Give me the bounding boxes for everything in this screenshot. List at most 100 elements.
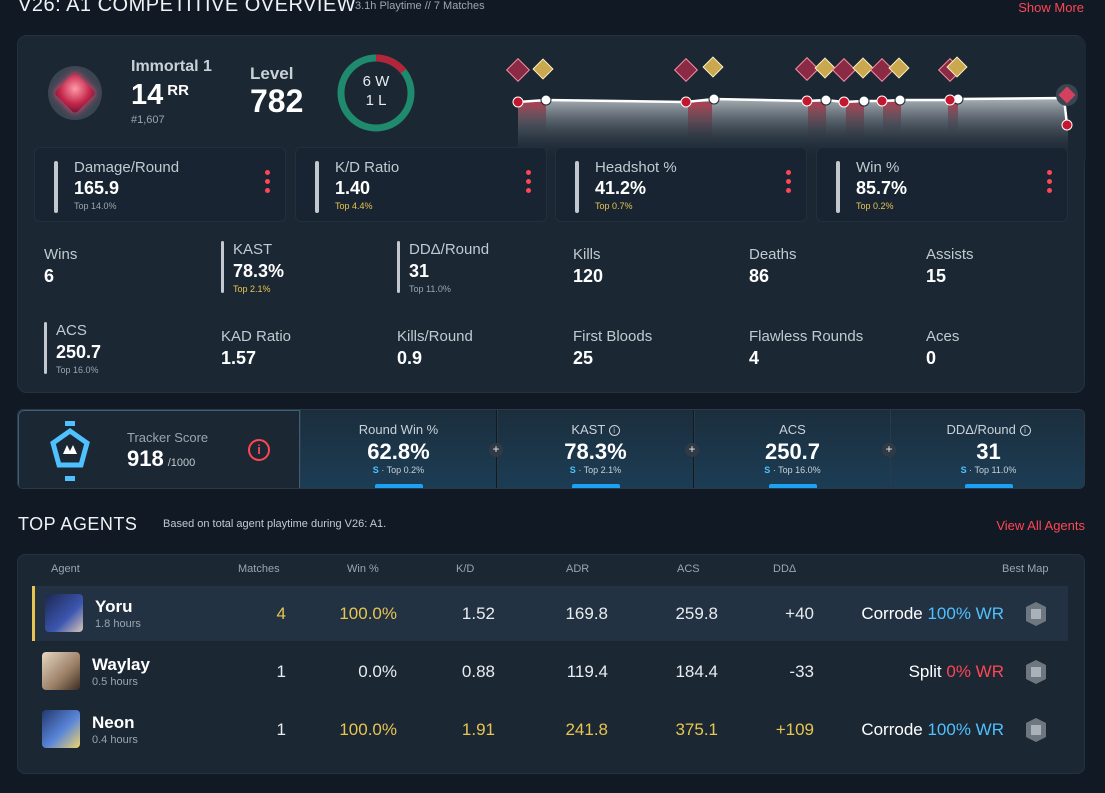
- stat-label: KAD Ratio: [221, 328, 292, 345]
- adr-cell: 119.4: [566, 662, 608, 681]
- best-map: Corrode 100% WR: [861, 604, 1004, 624]
- stat-wins: Wins 6: [44, 246, 214, 302]
- adr-cell: 241.8: [565, 720, 608, 739]
- stat-percentile: Top 2.1%: [233, 284, 271, 294]
- agent-name: Waylay: [92, 655, 150, 674]
- stat-bar: [221, 241, 224, 293]
- tracker-score-summary[interactable]: Tracker Score 918/1000 i: [18, 410, 300, 488]
- plus-icon: +: [685, 443, 699, 457]
- tracker-cell-sub: S · Top 11.0%: [891, 465, 1084, 475]
- matches-cell: 1: [276, 720, 286, 739]
- agent-hours: 1.8 hours: [95, 618, 141, 630]
- win-cell: 0.0%: [358, 662, 397, 681]
- tracker-cell-label: DDΔ/Round i: [891, 422, 1084, 437]
- label-text: DDΔ/Round: [946, 422, 1016, 437]
- top-agents-title: TOP AGENTS: [18, 514, 138, 534]
- table-row[interactable]: Waylay 0.5 hours 1 0.0% 0.88 119.4 184.4…: [32, 644, 1068, 699]
- info-icon[interactable]: i: [1019, 425, 1031, 436]
- kebab-icon[interactable]: [786, 170, 792, 198]
- tracker-cell-acs[interactable]: ACS 250.7 S · Top 16.0%: [694, 410, 890, 488]
- stat-deaths: Deaths 86: [749, 246, 919, 302]
- agent-name: Neon: [92, 713, 135, 732]
- tracker-cell-dda[interactable]: DDΔ/Round i 31 S · Top 11.0%: [890, 410, 1084, 488]
- kebab-icon[interactable]: [1047, 170, 1053, 198]
- percentile-text: · Top 2.1%: [575, 465, 622, 475]
- rank-name: Immortal 1: [131, 58, 212, 75]
- win-cell: 100.0%: [339, 604, 397, 623]
- stat-percentile: Top 4.4%: [335, 201, 373, 211]
- tracker-score-denominator: /1000: [167, 457, 196, 469]
- avatar: [42, 652, 80, 690]
- kebab-icon[interactable]: [265, 170, 271, 198]
- rank-rr: 14 RR: [131, 79, 189, 112]
- page-title: V26: A1 COMPETITIVE OVERVIEW: [18, 0, 357, 16]
- page-header: V26: A1 COMPETITIVE OVERVIEW 3.1h Playti…: [18, 0, 1088, 20]
- stat-label: DDΔ/Round: [409, 241, 490, 258]
- acs-cell: 375.1: [675, 720, 718, 739]
- plus-icon: +: [882, 443, 896, 457]
- stat-label: Flawless Rounds: [749, 328, 864, 345]
- view-all-agents-link[interactable]: View All Agents: [996, 518, 1085, 533]
- stat-value: 6: [44, 266, 55, 286]
- map-win-rate: 0% WR: [946, 662, 1004, 681]
- acs-cell: 184.4: [675, 662, 718, 681]
- rank-history-chart: [505, 56, 1078, 160]
- stat-label: Damage/Round: [74, 159, 180, 176]
- table-row[interactable]: Neon 0.4 hours 1 100.0% 1.91 241.8 375.1…: [32, 702, 1068, 757]
- kebab-icon[interactable]: [526, 170, 532, 198]
- win-loss-text: 6 W 1 L: [336, 72, 416, 110]
- column-header-dda[interactable]: DDΔ: [773, 563, 797, 575]
- avatar: [42, 710, 80, 748]
- rank-hero: Immortal 1 14 RR #1,607 Level 782 6 W 1 L: [18, 36, 1086, 161]
- stat-bar: [315, 161, 319, 213]
- tracker-cell-sub: S · Top 2.1%: [498, 465, 693, 475]
- meter-bar: [965, 484, 1013, 488]
- tracker-score-icon: [50, 421, 90, 481]
- column-header-matches[interactable]: Matches: [238, 563, 280, 575]
- win-cell: 100.0%: [339, 720, 397, 739]
- dda-cell: +109: [775, 720, 814, 739]
- show-more-link[interactable]: Show More: [1018, 0, 1084, 15]
- tracker-cell-round-win[interactable]: Round Win % 62.8% S · Top 0.2%: [300, 410, 496, 488]
- grade-badge: S: [372, 465, 379, 475]
- stat-value: 165.9: [74, 178, 120, 198]
- column-header-agent[interactable]: Agent: [51, 563, 80, 575]
- column-header-win[interactable]: Win %: [347, 563, 379, 575]
- agent-hours: 0.5 hours: [92, 676, 138, 688]
- stat-dda: DDΔ/Round 31 Top 11.0%: [397, 241, 567, 297]
- stat-value: 0: [926, 348, 937, 368]
- info-icon[interactable]: i: [248, 439, 270, 461]
- stat-card-win-percent[interactable]: Win % 85.7% Top 0.2%: [816, 147, 1068, 222]
- stat-bar: [44, 322, 47, 374]
- map-name: Split: [908, 662, 942, 681]
- plus-icon: +: [489, 443, 503, 457]
- stat-card-headshot[interactable]: Headshot % 41.2% Top 0.7%: [555, 147, 807, 222]
- tracker-cell-kast[interactable]: KAST i 78.3% S · Top 2.1%: [497, 410, 693, 488]
- column-header-kd[interactable]: K/D: [456, 563, 475, 575]
- stat-bar: [397, 241, 400, 293]
- agent-hours: 0.4 hours: [92, 734, 138, 746]
- info-icon[interactable]: i: [608, 425, 620, 436]
- stat-percentile: Top 0.7%: [595, 201, 633, 211]
- stat-value: 120: [573, 266, 604, 286]
- stat-bar: [575, 161, 579, 213]
- tracker-score-value: 918/1000: [127, 446, 195, 472]
- stat-label: Wins: [44, 246, 78, 263]
- stat-label: Deaths: [749, 246, 797, 263]
- grade-badge: S: [960, 465, 967, 475]
- column-header-best-map[interactable]: Best Map: [1002, 563, 1049, 575]
- stat-value: 250.7: [56, 342, 102, 362]
- win-loss-ring: [337, 54, 415, 132]
- stat-value: 78.3%: [233, 261, 285, 281]
- stat-kad: KAD Ratio 1.57: [221, 328, 391, 384]
- rr-unit: RR: [167, 82, 189, 99]
- stat-label: K/D Ratio: [335, 159, 400, 176]
- percentile-text: · Top 16.0%: [770, 465, 821, 475]
- rr-value: 14: [131, 79, 164, 111]
- leaderboard-position: #1,607: [131, 114, 165, 126]
- stat-card-kd-ratio[interactable]: K/D Ratio 1.40 Top 4.4%: [295, 147, 547, 222]
- column-header-acs[interactable]: ACS: [677, 563, 700, 575]
- stat-card-damage-round[interactable]: Damage/Round 165.9 Top 14.0%: [34, 147, 286, 222]
- table-row[interactable]: Yoru 1.8 hours 4 100.0% 1.52 169.8 259.8…: [32, 586, 1068, 641]
- column-header-adr[interactable]: ADR: [566, 563, 590, 575]
